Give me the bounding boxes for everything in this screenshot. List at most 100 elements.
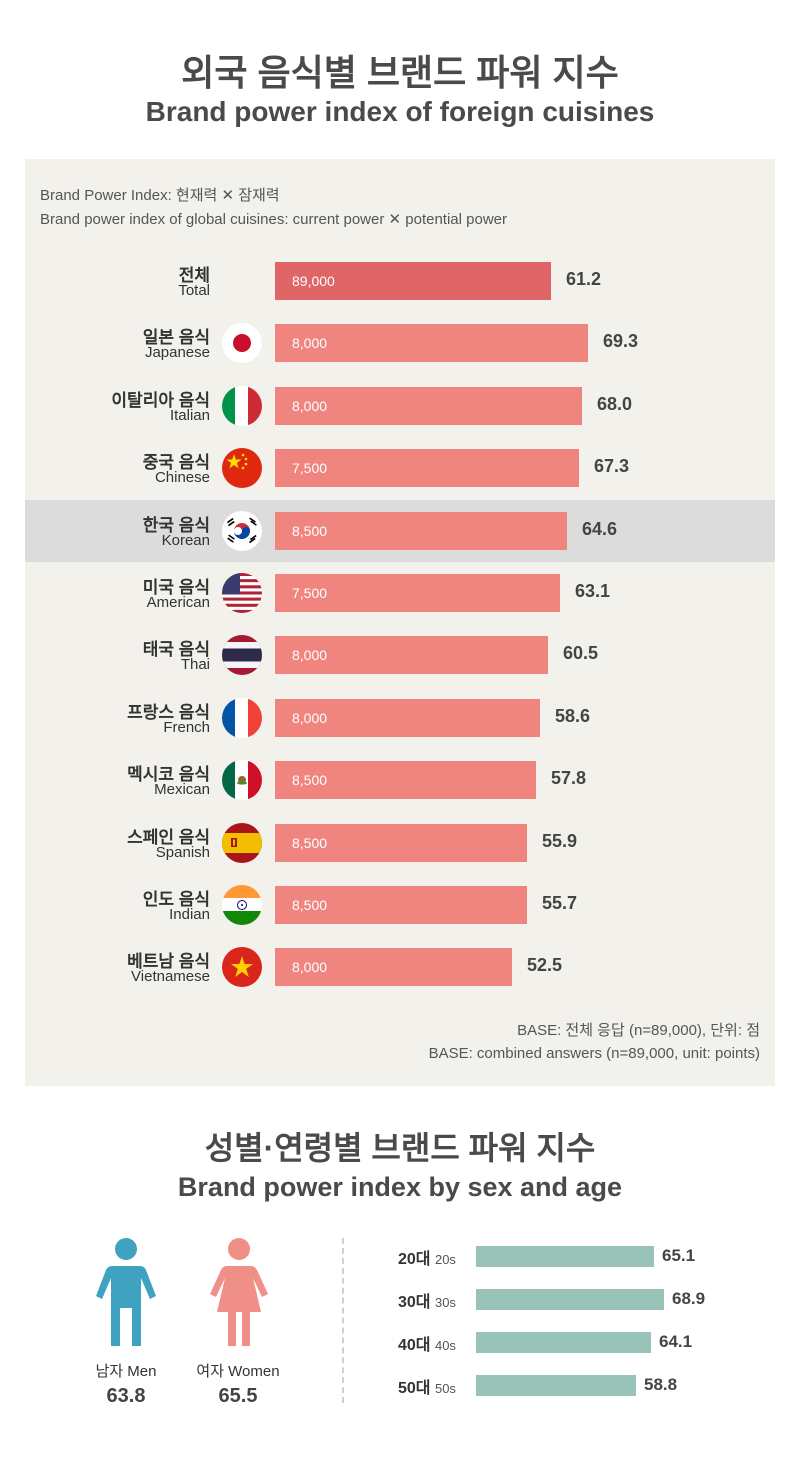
age-bar	[476, 1332, 651, 1353]
cuisine-row: 전체 Total 89,000 61.2	[0, 261, 800, 323]
cuisine-label-ko: 전체	[178, 266, 210, 285]
sex-value-men: 63.8	[106, 1385, 146, 1407]
cuisine-bar: 8,500	[275, 511, 567, 550]
cuisine-value-label: 52.5	[527, 955, 563, 976]
cuisine-value-label: 58.6	[555, 705, 591, 726]
cuisine-label-ko: 미국 음식	[142, 578, 210, 597]
cuisine-value-label: 64.6	[582, 518, 618, 539]
sample-size-label: 7,500	[292, 585, 328, 601]
cuisine-value-label: 55.9	[542, 830, 578, 851]
cuisine-label-en: French	[163, 718, 210, 736]
cuisine-label-en: Chinese	[154, 469, 210, 487]
cuisine-row: 한국 음식 Korean 8,500 64.6	[0, 510, 800, 573]
cuisine-value-label: 67.3	[594, 456, 630, 477]
cuisine-bar: 8,500	[275, 886, 527, 924]
age-bar	[476, 1246, 654, 1267]
japan-flag-icon	[222, 323, 262, 364]
age-label: 30대 30s	[398, 1288, 456, 1312]
cuisine-label-en: Thai	[180, 656, 210, 674]
age-value-label: 58.8	[644, 1375, 678, 1394]
sex-label-women: 여자 Women	[196, 1363, 280, 1380]
cuisine-value-label: 57.8	[551, 768, 587, 789]
cuisine-bar: 89,000	[275, 262, 551, 300]
cuisine-bar: 8,500	[275, 823, 527, 862]
cuisine-label-en: Total	[178, 282, 210, 299]
age-label-ko: 20대	[398, 1251, 435, 1268]
sample-size-label: 8,000	[292, 959, 328, 976]
cuisine-value-label: 55.7	[542, 893, 578, 913]
cuisine-value-label: 69.3	[603, 331, 639, 352]
man-icon	[96, 1238, 156, 1346]
age-label-en: 40s	[434, 1338, 456, 1353]
india-flag-icon	[222, 885, 262, 925]
cuisine-row: 중국 음식 Chinese 7,500 67.3	[0, 448, 800, 510]
cuisine-label-ko: 스페인 음식	[127, 827, 210, 847]
cuisine-label-ko: 태국 음식	[142, 640, 210, 660]
sample-size-label: 8,000	[292, 335, 328, 352]
cuisine-row: 멕시코 음식 Mexican 8,500 57.8	[0, 760, 800, 822]
page-title-ko: 외국 음식별 브랜드 파워 지수	[181, 52, 619, 93]
cuisine-label-en: Mexican	[154, 781, 210, 799]
cuisine-bar: 8,000	[275, 636, 548, 675]
cuisine-label-ko: 일본 음식	[142, 328, 210, 348]
section2-title-ko: 성별·연령별 브랜드 파워 지수	[204, 1130, 596, 1166]
cuisine-label-en: Japanese	[144, 344, 210, 362]
china-flag-icon	[222, 448, 262, 489]
mexico-flag-icon	[222, 760, 262, 801]
sample-size-label: 8,500	[292, 772, 328, 789]
italy-flag-icon	[222, 385, 262, 426]
woman-icon	[210, 1238, 268, 1346]
age-label-en: 50s	[434, 1381, 456, 1396]
cuisine-row: 베트남 음식 Vietnamese 8,000 52.5	[0, 947, 800, 1009]
cuisine-label-ko: 프랑스 음식	[127, 702, 210, 722]
usa-flag-icon	[222, 573, 262, 613]
sample-size-label: 7,500	[292, 460, 328, 477]
thailand-flag-icon	[222, 635, 262, 676]
age-value-label: 64.1	[659, 1332, 693, 1351]
sample-size-label: 8,500	[292, 834, 328, 851]
cuisine-row: 미국 음식 American 7,500 63.1	[0, 573, 800, 635]
age-bar	[476, 1375, 636, 1396]
note-line-2: Brand power index of global cuisines: cu…	[40, 211, 507, 228]
cuisine-label-en: Spanish	[155, 843, 210, 861]
cuisine-bar: 8,000	[275, 948, 512, 987]
cuisine-label-ko: 멕시코 음식	[127, 765, 210, 785]
base-note-ko: BASE: 전체 응답 (n=89,000), 단위: 점	[517, 1022, 760, 1039]
cuisine-row: 일본 음식 Japanese 8,000 69.3	[0, 323, 800, 385]
cuisine-row: 태국 음식 Thai 8,000 60.5	[0, 635, 800, 697]
sample-size-label: 89,000	[292, 273, 335, 289]
note-line-1: Brand Power Index: 현재력 ✕ 잠재력	[40, 187, 280, 204]
cuisine-row: 인도 음식 Indian 8,500 55.7	[0, 885, 800, 947]
cuisine-row: 이탈리아 음식 Italian 8,000 68.0	[0, 385, 800, 448]
cuisine-label-ko: 한국 음식	[142, 515, 210, 535]
age-label-ko: 50대	[398, 1380, 435, 1397]
cuisine-value-label: 68.0	[597, 393, 633, 414]
age-bar	[476, 1289, 664, 1310]
page-title-en: Brand power index of foreign cuisines	[145, 96, 655, 127]
sample-size-label: 8,000	[292, 397, 328, 414]
age-label: 40대 40s	[398, 1331, 456, 1355]
sample-size-label: 8,000	[292, 647, 328, 664]
cuisine-bar: 8,000	[275, 698, 540, 737]
cuisine-row: 프랑스 음식 French 8,000 58.6	[0, 697, 800, 760]
age-value-label: 68.9	[672, 1289, 706, 1308]
cuisine-label-ko: 인도 음식	[142, 890, 210, 909]
korea-flag-icon	[222, 510, 262, 551]
sample-size-label: 8,500	[292, 897, 328, 913]
age-label: 50대 50s	[398, 1374, 456, 1398]
section-divider	[342, 1238, 344, 1403]
base-note-en: BASE: combined answers (n=89,000, unit: …	[428, 1045, 760, 1062]
chart-panel	[25, 159, 775, 1086]
cuisine-bar: 8,000	[275, 324, 588, 363]
cuisine-row: 스페인 음식 Spanish 8,500 55.9	[0, 822, 800, 885]
cuisine-bar: 7,500	[275, 449, 579, 488]
section2-title-en: Brand power index by sex and age	[177, 1172, 623, 1202]
cuisine-label-en: Indian	[169, 906, 210, 923]
sample-size-label: 8,000	[292, 709, 328, 726]
age-label-ko: 30대	[398, 1294, 435, 1311]
cuisine-bar: 7,500	[275, 574, 560, 612]
cuisine-label-en: American	[146, 594, 210, 611]
sex-value-women: 65.5	[218, 1385, 258, 1407]
cuisine-label-en: Korean	[161, 531, 210, 549]
cuisine-bar: 8,500	[275, 761, 536, 800]
